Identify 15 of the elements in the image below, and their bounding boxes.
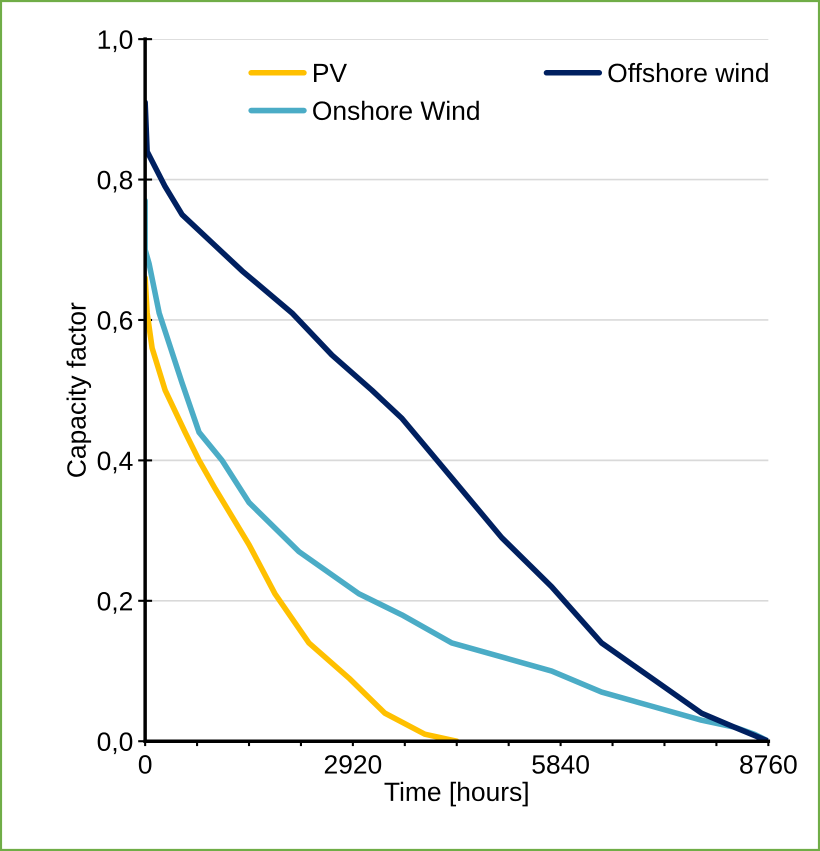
y-tick-label: 0,0 (98, 732, 132, 754)
x-tick-label: 8760 (740, 755, 797, 774)
y-axis-title: Capacity factor (66, 302, 92, 477)
legend-label: Offshore wind (608, 62, 768, 82)
legend-label: Onshore Wind (313, 100, 479, 120)
x-tick-label: 2920 (324, 755, 382, 774)
legend-label: PV (314, 64, 347, 82)
y-tick-label: 0,2 (98, 592, 132, 614)
y-tick-label: 0,6 (98, 311, 132, 333)
x-tick-label: 0 (138, 755, 152, 774)
y-tick-label: 0,4 (98, 452, 133, 474)
y-tick-label: 1,0 (98, 30, 132, 52)
x-tick-label: 5840 (532, 755, 589, 774)
x-axis-title: Time [hours] (384, 782, 528, 806)
y-tick-label: 0,8 (98, 170, 132, 192)
